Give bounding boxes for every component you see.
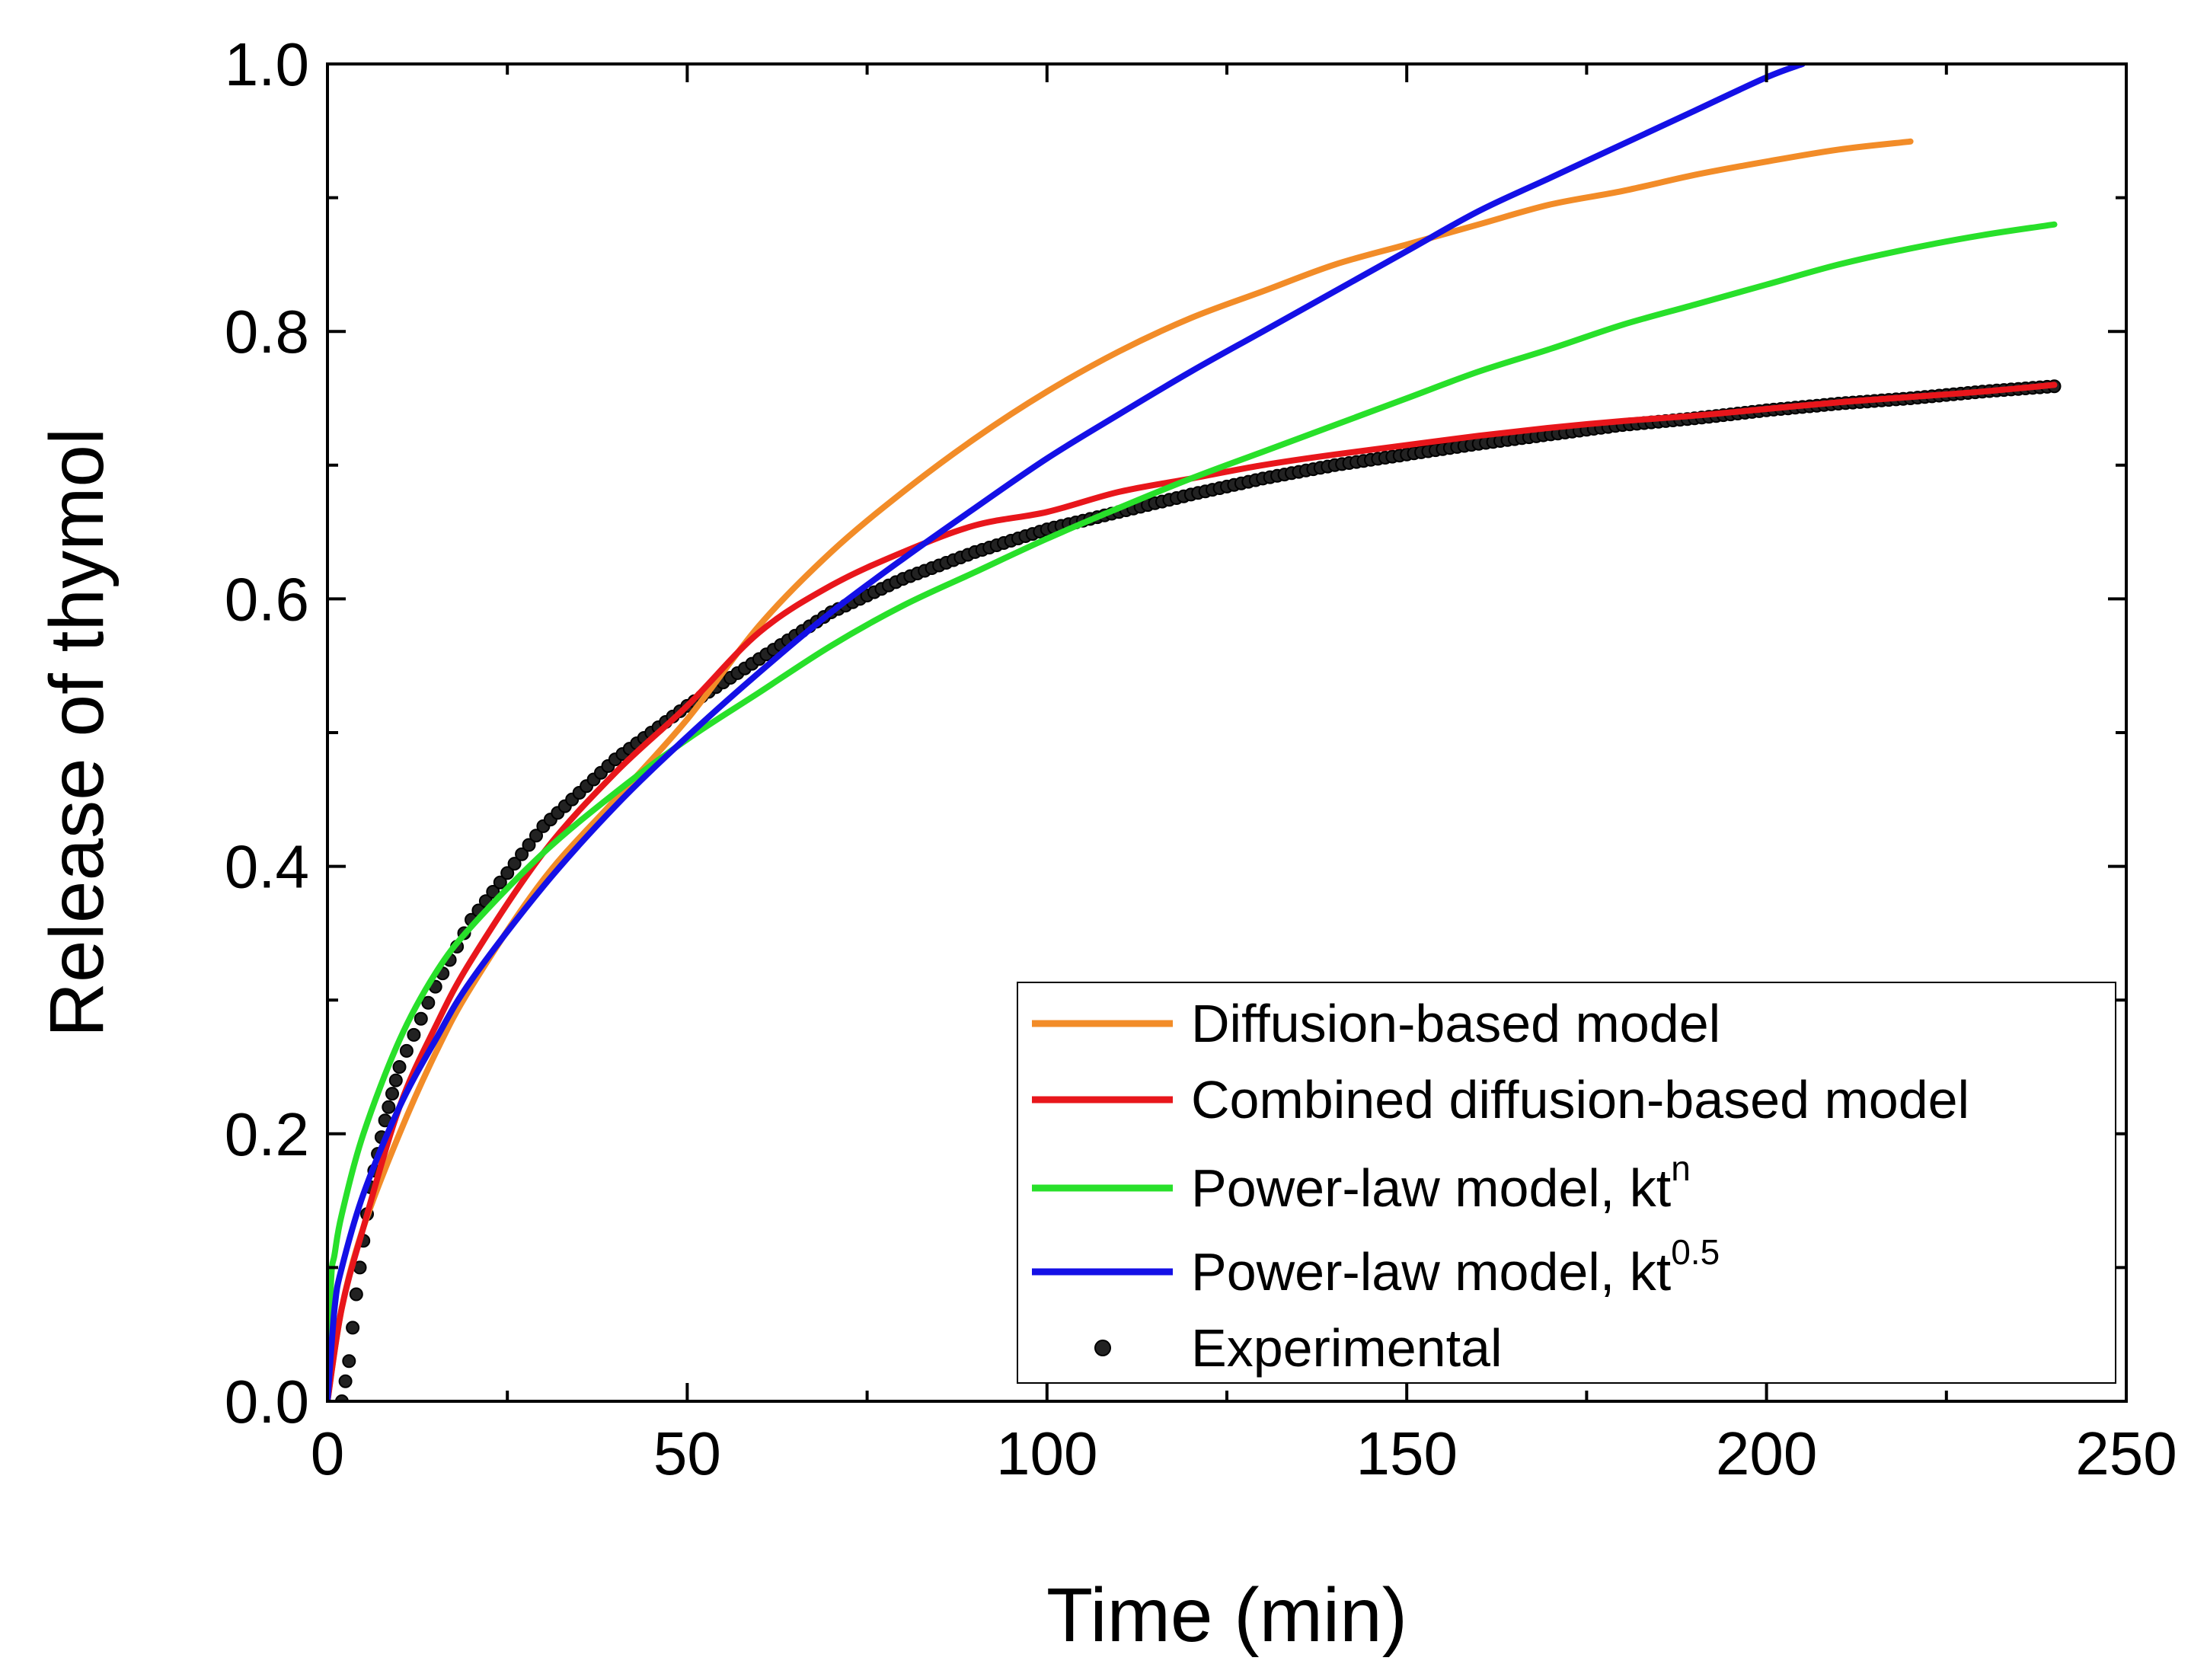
legend-label: Diffusion-based model: [1191, 994, 1720, 1053]
experimental-point: [349, 1287, 363, 1302]
series-layer: [327, 64, 2062, 1401]
legend-box: [1017, 982, 2116, 1384]
series-line-combined-diffusion-based-model: [327, 382, 2058, 1401]
experimental-point: [392, 1060, 407, 1074]
experimental-point: [342, 1354, 356, 1369]
legend-item: Diffusion-based model: [1032, 994, 1720, 1053]
experimental-point: [399, 1043, 414, 1058]
x-tick-label: 0: [311, 1420, 345, 1487]
x-tick-label: 200: [1716, 1420, 1817, 1487]
legend-marker-swatch: [1094, 1340, 1111, 1356]
legend-label: Experimental: [1191, 1318, 1503, 1378]
experimental-point: [500, 866, 515, 880]
experimental-point: [414, 1011, 428, 1026]
experimental-point: [338, 1374, 353, 1388]
y-axis-title: Release of thymol: [34, 428, 120, 1037]
axes-layer: 0 50 100 150 200 250 0.0 0.2 0.4 0.6 0.8 1.0: [225, 30, 2177, 1487]
y-tick-label: 0.8: [225, 298, 309, 366]
x-tick-label: 150: [1356, 1420, 1457, 1487]
experimental-point: [515, 847, 529, 861]
legend-label: Power-law model, kt0.5: [1191, 1232, 1720, 1302]
y-tick-label: 0.6: [225, 565, 309, 633]
experimental-point: [507, 857, 522, 871]
series-line-power-law-model-kt-n: [327, 221, 2058, 1401]
y-tick-label: 0.4: [225, 833, 309, 901]
legend-label: Power-law model, ktn: [1191, 1148, 1691, 1218]
x-tick-label: 50: [653, 1420, 721, 1487]
experimental-point: [407, 1027, 421, 1042]
experimental-point: [385, 1087, 399, 1101]
experimental-point: [529, 829, 543, 843]
legend-item: Power-law model, kt0.5: [1032, 1232, 1720, 1302]
legend: Diffusion-based model Combined diffusion-…: [1017, 982, 2116, 1384]
y-tick-label: 1.0: [225, 30, 309, 98]
y-tick-label: 0.2: [225, 1100, 309, 1168]
series-line-diffusion-based-model: [327, 138, 1914, 1401]
experimental-point: [486, 885, 500, 899]
legend-item: Power-law model, ktn: [1032, 1148, 1691, 1218]
legend-label-superscript: 0.5: [1671, 1232, 1720, 1272]
legend-label: Combined diffusion-based model: [1191, 1070, 1969, 1129]
experimental-point: [388, 1073, 403, 1088]
x-tick-label: 100: [996, 1420, 1097, 1487]
x-tick-label: 250: [2075, 1420, 2177, 1487]
experimental-point: [421, 995, 436, 1010]
experimental-point: [493, 875, 507, 890]
experimental-point: [522, 838, 536, 852]
legend-item: Combined diffusion-based model: [1032, 1070, 1969, 1129]
experimental-point: [382, 1100, 396, 1114]
series-line-power-law-model-kt-0-5: [327, 64, 1806, 1401]
y-tick-label: 0.0: [225, 1368, 309, 1436]
legend-label-superscript: n: [1671, 1148, 1691, 1188]
experimental-point: [346, 1321, 360, 1335]
x-axis-title: Time (min): [1046, 1573, 1407, 1658]
legend-item: Experimental: [1094, 1318, 1503, 1378]
